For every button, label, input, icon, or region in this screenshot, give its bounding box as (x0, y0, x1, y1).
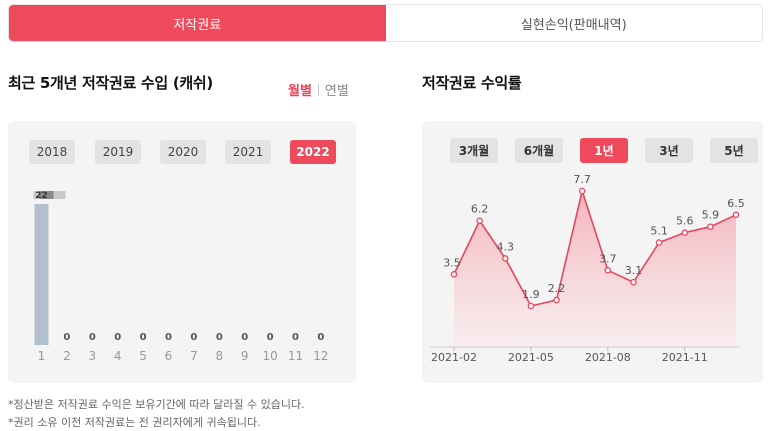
toggle-divider (317, 83, 319, 96)
year-2019-button[interactable]: 2019 (95, 140, 141, 164)
income-chart-panel (8, 121, 356, 383)
year-2022-button[interactable]: 2022 (290, 140, 336, 164)
income-section-title: 최근 5개년 저작권료 수입 (캐쉬) (8, 74, 213, 92)
period-1y-button[interactable]: 1년 (580, 138, 628, 163)
period-5y-button[interactable]: 5년 (710, 138, 758, 163)
period-6m-button[interactable]: 6개월 (515, 138, 563, 163)
period-3y-button[interactable]: 3년 (645, 138, 693, 163)
tab-bar: 저작권료 실현손익(판매내역) (8, 4, 763, 42)
tab-realized-pnl[interactable]: 실현손익(판매내역) (520, 17, 627, 33)
toggle-yearly[interactable]: 연별 (324, 84, 349, 99)
year-2021-button[interactable]: 2021 (225, 140, 271, 164)
period-toggle: 월별 연별 (288, 80, 349, 99)
tab-copyright-fee[interactable]: 저작권료 (9, 5, 386, 41)
year-2018-button[interactable]: 2018 (29, 140, 75, 164)
note-ownership: *권리 소유 이전 저작권료는 전 권리자에게 귀속됩니다. (8, 416, 261, 429)
period-3m-button[interactable]: 3개월 (450, 138, 498, 163)
toggle-monthly[interactable]: 월별 (288, 84, 312, 99)
note-settlement: *정산받은 저작권료 수익은 보유기간에 따라 달라질 수 있습니다. (8, 398, 305, 411)
year-2020-button[interactable]: 2020 (160, 140, 206, 164)
yield-section-title: 저작권료 수익률 (422, 74, 522, 92)
